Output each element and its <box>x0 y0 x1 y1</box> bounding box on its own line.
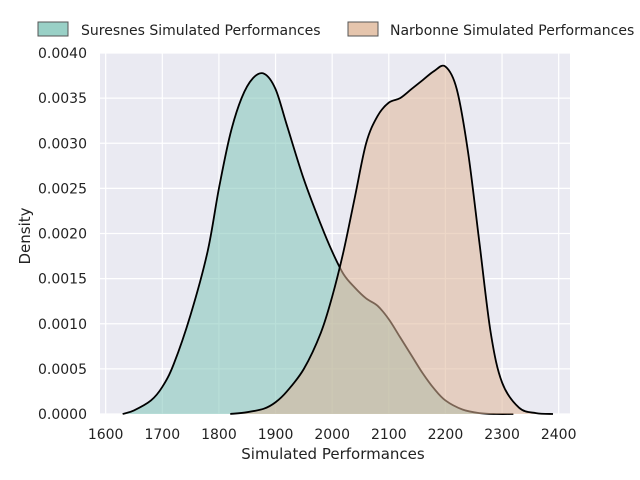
legend: Suresnes Simulated Performances Narbonne… <box>37 21 634 39</box>
legend-label-narbonne: Narbonne Simulated Performances <box>390 23 634 39</box>
x-tick-label: 1700 <box>144 427 180 443</box>
x-tick-label: 2300 <box>484 427 520 443</box>
density-areas <box>122 64 554 415</box>
legend-label-suresnes: Suresnes Simulated Performances <box>81 23 321 39</box>
y-tick-label: 0.0005 <box>38 362 87 378</box>
y-tick-label: 0.0010 <box>38 317 87 333</box>
y-tick-label: 0.0035 <box>38 91 87 107</box>
y-tick-label: 0.0025 <box>38 181 87 197</box>
x-tick-label: 2000 <box>314 427 350 443</box>
density-line-narbonne <box>230 64 554 415</box>
y-axis-ticks: 0.0000 0.0005 0.0010 0.0015 0.0020 0.0025 0.00… <box>38 46 87 423</box>
y-tick-label: 0.0015 <box>38 272 87 288</box>
y-tick-label: 0.0040 <box>38 46 87 62</box>
y-tick-label: 0.0020 <box>38 227 87 243</box>
x-tick-label: 2200 <box>428 427 464 443</box>
x-tick-label: 1900 <box>258 427 294 443</box>
legend-swatch-suresnes <box>37 21 69 37</box>
y-tick-label: 0.0030 <box>38 136 87 152</box>
x-tick-label: 1600 <box>88 427 124 443</box>
y-tick-label: 0.0000 <box>38 407 87 423</box>
x-axis-title: Simulated Performances <box>241 445 425 463</box>
x-tick-label: 2400 <box>541 427 577 443</box>
legend-swatch-narbonne <box>347 21 379 37</box>
y-axis-title: Density <box>16 207 34 264</box>
x-tick-label: 2100 <box>371 427 407 443</box>
x-tick-label: 1800 <box>201 427 237 443</box>
x-axis-ticks: 1600 1700 1800 1900 2000 2100 2200 2300 2400 <box>88 427 577 443</box>
density-area-narbonne <box>230 65 554 415</box>
density-area-suresnes <box>122 73 514 415</box>
